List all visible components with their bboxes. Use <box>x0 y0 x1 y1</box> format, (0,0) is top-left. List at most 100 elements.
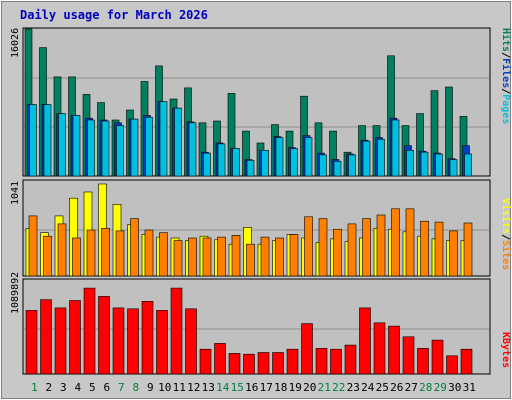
sites-bar <box>101 228 110 277</box>
chart-title: Daily usage for March 2026 <box>20 8 208 22</box>
sites-bar <box>449 230 458 277</box>
kbytes-bar <box>431 339 444 375</box>
legend-pages: Pages <box>500 94 511 124</box>
pages-bar <box>333 161 342 177</box>
hits-ymax-label: 16026 <box>10 28 21 58</box>
day-label: 29 <box>434 381 447 394</box>
day-label: 7 <box>118 381 125 394</box>
day-label: 4 <box>74 381 81 394</box>
kbytes-bar <box>170 287 183 375</box>
kbytes-bar <box>301 323 313 375</box>
sites-bar <box>289 234 299 277</box>
kbytes-bar <box>402 336 415 375</box>
pages-bar <box>159 101 168 177</box>
kbytes-bar <box>25 310 38 375</box>
legend-files: Files <box>500 58 512 88</box>
kbytes-bar <box>257 352 270 375</box>
sites-bar <box>275 237 284 277</box>
pages-bar <box>377 139 385 177</box>
kbytes-bar <box>373 322 386 375</box>
day-label: 17 <box>260 381 273 394</box>
sites-bar <box>173 240 183 277</box>
sites-bar <box>72 237 81 277</box>
pages-bar <box>362 140 371 177</box>
kbytes-bar <box>388 325 400 375</box>
hits-legend: Hits/Files/Pages <box>500 28 512 124</box>
day-label: 3 <box>60 381 67 394</box>
pages-bar <box>304 137 313 177</box>
pages-bar <box>145 117 153 177</box>
day-label: 14 <box>216 381 230 394</box>
legend-hits: Hits <box>500 28 512 52</box>
sites-bar <box>463 222 473 277</box>
pages-bar <box>275 137 284 177</box>
kbytes-bar <box>54 307 67 375</box>
kbytes-bar <box>315 348 328 375</box>
day-label: 16 <box>245 381 258 394</box>
kbytes-ymax-label: 1089892 <box>10 272 21 314</box>
kbytes-bar <box>417 348 429 375</box>
sites-bar <box>159 232 168 277</box>
day-label: 1 <box>31 381 38 394</box>
kbytes-bar <box>214 343 226 375</box>
kbytes-bar <box>330 348 342 375</box>
day-label: 15 <box>231 381 244 394</box>
day-label: 24 <box>361 381 375 394</box>
day-label: 5 <box>89 381 96 394</box>
pages-bar <box>87 119 95 177</box>
sites-bar <box>217 236 226 277</box>
day-label: 27 <box>405 381 418 394</box>
kbytes-bar <box>359 307 371 375</box>
day-label: 30 <box>448 381 461 394</box>
kbytes-bar <box>83 287 96 375</box>
sites-bar <box>188 237 197 277</box>
sites-bar <box>43 235 52 277</box>
pages-bar <box>435 153 443 177</box>
day-label: 28 <box>419 381 432 394</box>
sites-bar <box>434 221 444 277</box>
day-label: 13 <box>202 381 215 394</box>
sites-bar <box>304 216 313 277</box>
visits-ymax-label: 1041 <box>10 181 21 205</box>
day-label: 26 <box>390 381 403 394</box>
day-label: 18 <box>274 381 287 394</box>
visits-legend: Visits/Sites <box>500 198 512 270</box>
pages-bar <box>188 122 197 177</box>
day-label: 31 <box>463 381 476 394</box>
pages-bar <box>464 153 472 177</box>
sites-bar <box>231 235 241 277</box>
kbytes-bar <box>185 308 197 375</box>
pages-bar <box>406 150 414 177</box>
day-label: 12 <box>187 381 200 394</box>
pages-bar <box>101 120 110 177</box>
sites-bar <box>420 220 429 277</box>
pages-bar <box>116 125 124 177</box>
pages-bar <box>130 118 139 177</box>
pages-bar <box>232 148 240 177</box>
pages-bar <box>174 107 182 177</box>
pages-bar <box>203 152 211 177</box>
kbytes-bar <box>460 348 473 375</box>
sites-bar <box>362 218 371 277</box>
day-label: 9 <box>147 381 154 394</box>
sites-bar <box>260 236 270 277</box>
sites-bar <box>376 214 386 277</box>
sites-bar <box>318 218 328 277</box>
pages-bar <box>420 151 429 177</box>
sites-bar <box>347 223 357 277</box>
sites-bar <box>391 208 400 277</box>
day-label: 6 <box>103 381 110 394</box>
pages-bar <box>449 159 458 177</box>
pages-bar <box>217 143 226 177</box>
day-label: 23 <box>347 381 360 394</box>
pages-bar <box>261 150 269 177</box>
sites-bar <box>28 215 38 277</box>
day-label: 22 <box>332 381 345 394</box>
sites-bar <box>246 243 255 277</box>
pages-bar <box>319 154 327 177</box>
pages-bar <box>246 160 255 177</box>
day-label: 20 <box>303 381 316 394</box>
kbytes-bar <box>243 353 255 375</box>
pages-bar <box>348 154 356 177</box>
